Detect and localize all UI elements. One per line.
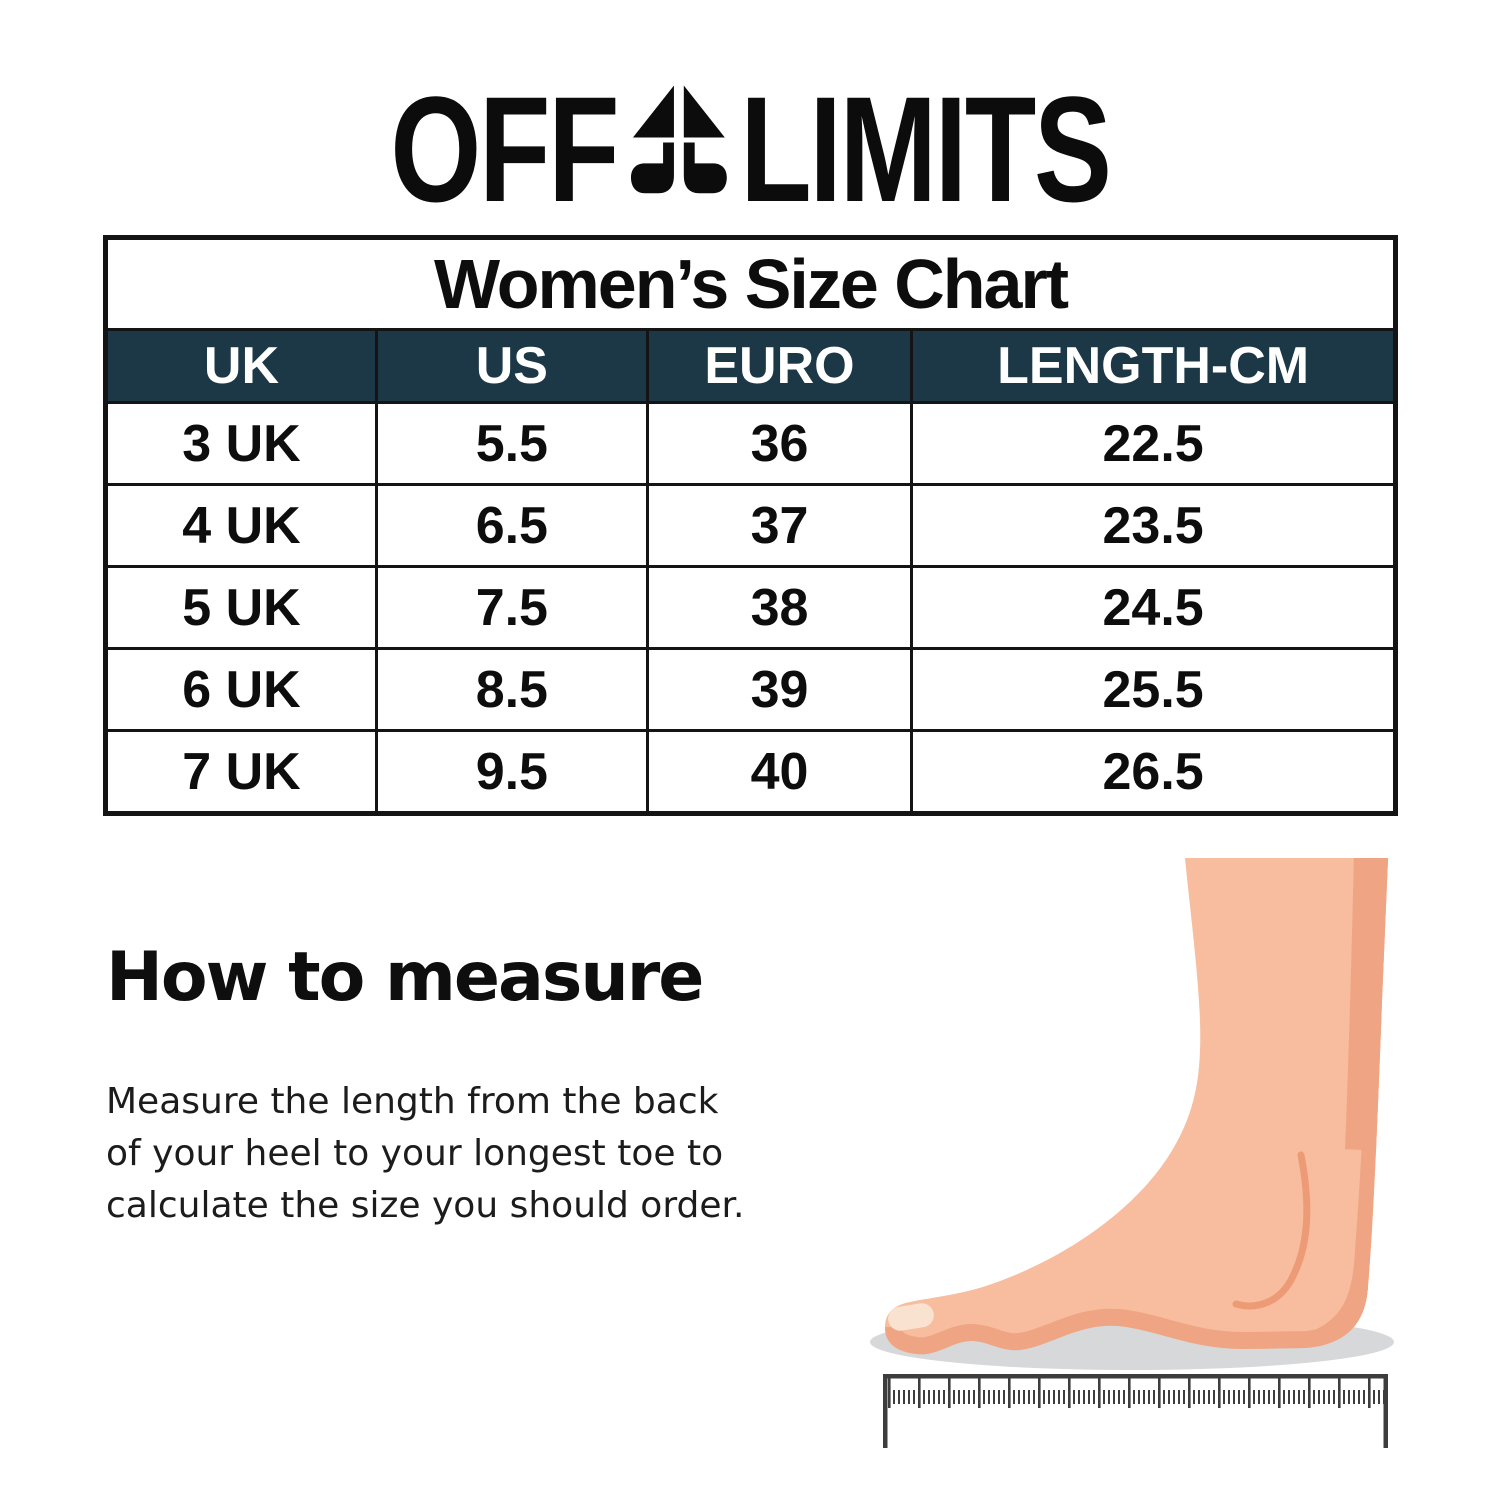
toenail (888, 1303, 934, 1331)
ruler-end-tick-right (1383, 1374, 1388, 1448)
size-cell-us: 8.5 (374, 647, 649, 732)
size-cell-uk: 7 UK (104, 729, 378, 815)
size-cell-uk: 5 UK (104, 565, 378, 650)
foot-leg-shape (885, 858, 1388, 1355)
logo-text-limits: LIMITS (740, 65, 1112, 233)
ruler-ticks (887, 1378, 1384, 1408)
ruler (883, 1374, 1388, 1448)
foot-ruler-illustration (870, 858, 1394, 1448)
how-to-measure-line: of your heel to your longest toe to (106, 1133, 724, 1174)
size-row: 4 UK 6.5 37 23.5 (104, 483, 1397, 568)
size-chart-header-row: UK US EURO LENGTH-CM (104, 328, 1397, 404)
size-cell-us: 5.5 (374, 401, 649, 486)
column-header-euro: EURO (645, 328, 914, 404)
size-cell-us: 9.5 (374, 729, 649, 815)
size-cell-uk: 4 UK (104, 483, 378, 568)
size-cell-uk: 3 UK (104, 401, 378, 486)
column-header-length: LENGTH-CM (910, 328, 1397, 404)
size-row: 5 UK 7.5 38 24.5 (104, 565, 1397, 650)
ruler-end-tick-left (883, 1374, 888, 1448)
size-cell-euro: 36 (645, 401, 914, 486)
leg-side-shade (1345, 858, 1388, 1151)
size-row: 3 UK 5.5 36 22.5 (104, 401, 1397, 486)
size-cell-length: 22.5 (910, 401, 1397, 486)
how-to-measure-line: Measure the length from the back (106, 1081, 719, 1122)
size-cell-euro: 40 (645, 729, 914, 815)
logo-text-off: OFF (390, 65, 619, 233)
size-cell-length: 26.5 (910, 729, 1397, 815)
how-to-measure-text: Measure the length from the back of your… (106, 1076, 744, 1232)
size-row: 7 UK 9.5 40 26.5 (104, 729, 1397, 815)
column-header-uk: UK (104, 328, 378, 404)
size-cell-euro: 39 (645, 647, 914, 732)
size-row: 6 UK 8.5 39 25.5 (104, 647, 1397, 732)
size-chart-title-row: Women’s Size Chart (104, 236, 1397, 331)
how-to-measure-heading: How to measure (106, 938, 704, 1017)
how-to-measure-line: calculate the size you should order. (106, 1185, 745, 1226)
size-cell-us: 7.5 (374, 565, 649, 650)
heel-contour-line (1232, 1151, 1311, 1310)
column-header-us: US (374, 328, 649, 404)
size-cell-length: 23.5 (910, 483, 1397, 568)
size-chart-title: Women’s Size Chart (104, 236, 1397, 331)
size-chart-table: Women’s Size Chart UK US EURO LENGTH-CM … (103, 235, 1398, 816)
size-cell-euro: 38 (645, 565, 914, 650)
off-limits-logo-mark-icon (630, 85, 727, 194)
size-cell-uk: 6 UK (104, 647, 378, 732)
brand-logo: OFF LIMITS (165, 74, 1335, 224)
size-cell-length: 25.5 (910, 647, 1397, 732)
ruler-bar (883, 1374, 1388, 1379)
size-cell-us: 6.5 (374, 483, 649, 568)
size-cell-euro: 37 (645, 483, 914, 568)
size-cell-length: 24.5 (910, 565, 1397, 650)
